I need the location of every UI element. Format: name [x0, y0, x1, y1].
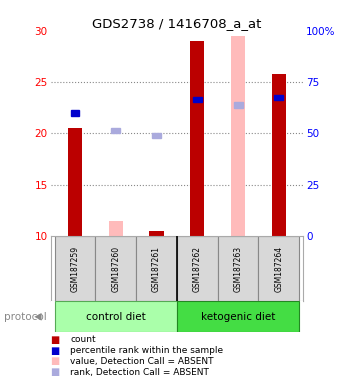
Bar	[274, 95, 283, 100]
Bar	[152, 132, 161, 138]
Bar	[68, 128, 82, 236]
Bar	[234, 102, 243, 108]
Text: GSM187261: GSM187261	[152, 246, 161, 292]
Text: ketogenic diet: ketogenic diet	[201, 312, 275, 322]
Text: GSM187264: GSM187264	[274, 246, 283, 292]
Bar	[177, 301, 299, 332]
Bar	[95, 236, 136, 301]
Bar	[111, 127, 120, 133]
Bar	[177, 236, 218, 301]
Bar	[55, 236, 95, 301]
Bar	[109, 221, 123, 236]
Text: GSM187263: GSM187263	[234, 246, 243, 292]
Text: percentile rank within the sample: percentile rank within the sample	[70, 346, 223, 355]
Text: ■: ■	[51, 367, 60, 377]
Text: GSM187262: GSM187262	[193, 246, 202, 292]
Text: ■: ■	[51, 346, 60, 356]
Bar	[231, 36, 245, 236]
Bar	[258, 236, 299, 301]
Text: control diet: control diet	[86, 312, 145, 322]
Bar	[149, 231, 164, 236]
Bar	[70, 110, 79, 116]
Polygon shape	[34, 313, 42, 321]
Text: count: count	[70, 335, 96, 344]
Bar	[272, 74, 286, 236]
Bar	[136, 236, 177, 301]
Text: protocol: protocol	[4, 312, 46, 322]
Title: GDS2738 / 1416708_a_at: GDS2738 / 1416708_a_at	[92, 17, 262, 30]
Text: GSM187260: GSM187260	[111, 246, 120, 292]
Bar	[193, 97, 202, 103]
Text: GSM187259: GSM187259	[70, 246, 79, 292]
Bar	[218, 236, 258, 301]
Text: rank, Detection Call = ABSENT: rank, Detection Call = ABSENT	[70, 367, 209, 377]
Text: value, Detection Call = ABSENT: value, Detection Call = ABSENT	[70, 357, 214, 366]
Text: ■: ■	[51, 335, 60, 345]
Text: ■: ■	[51, 356, 60, 366]
Bar	[190, 41, 204, 236]
Bar	[55, 301, 177, 332]
